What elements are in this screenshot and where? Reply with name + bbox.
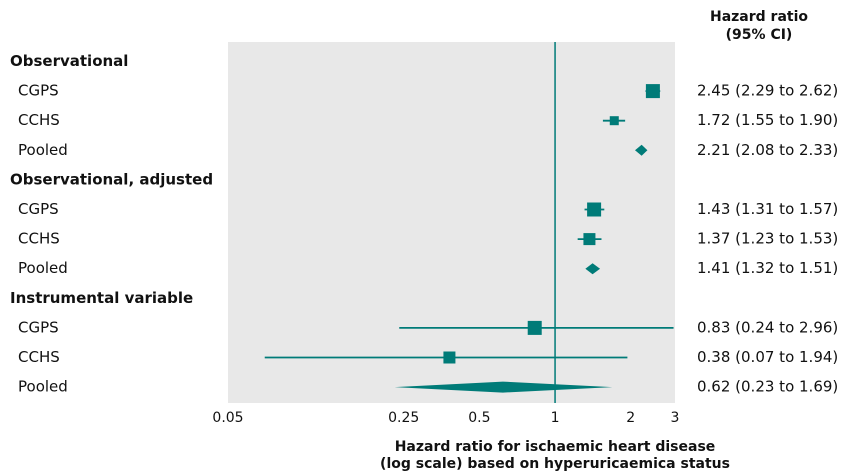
hazard-ratio-text: 1.43 (1.31 to 1.57) (697, 200, 838, 218)
estimate-square (527, 320, 542, 335)
row-label: Pooled (18, 378, 68, 396)
group-label: Observational (10, 52, 128, 70)
group-label: Instrumental variable (10, 289, 193, 307)
hazard-ratio-text: 0.38 (0.07 to 1.94) (697, 348, 838, 366)
row-label: CGPS (18, 318, 59, 336)
hazard-ratio-text: 2.45 (2.29 to 2.62) (697, 82, 838, 100)
row-label: CGPS (18, 200, 59, 218)
estimate-square (609, 116, 619, 126)
column-title-line: Hazard ratio (710, 9, 808, 25)
row-label: CCHS (18, 348, 60, 366)
hazard-ratio-text: 1.41 (1.32 to 1.51) (697, 259, 838, 277)
hazard-ratio-text: 1.37 (1.23 to 1.53) (697, 230, 838, 248)
x-tick-label: 0.05 (212, 410, 243, 426)
x-axis-title-line: Hazard ratio for ischaemic heart disease (395, 439, 716, 455)
estimate-square (443, 351, 456, 364)
row-label: CGPS (18, 82, 59, 100)
column-title-line: (95% CI) (726, 27, 793, 43)
x-tick-label: 0.5 (468, 410, 490, 426)
estimate-square (583, 233, 596, 246)
pooled-diamond (585, 263, 601, 275)
hazard-ratio-text: 2.21 (2.08 to 2.33) (697, 141, 838, 159)
plot-panel (228, 42, 675, 403)
x-tick-label: 2 (626, 410, 635, 426)
hazard-ratio-text: 0.83 (0.24 to 2.96) (697, 318, 838, 336)
row-label: CCHS (18, 111, 60, 129)
row-label: Pooled (18, 259, 68, 277)
pooled-diamond (635, 144, 648, 156)
x-tick-label: 3 (671, 410, 680, 426)
hazard-ratio-text: 0.62 (0.23 to 1.69) (697, 378, 838, 396)
x-tick-label: 0.25 (388, 410, 419, 426)
row-label: CCHS (18, 230, 60, 248)
pooled-diamond (394, 381, 613, 393)
x-tick-label: 1 (551, 410, 560, 426)
row-label: Pooled (18, 141, 68, 159)
estimate-square (587, 202, 602, 217)
x-axis-title-line: (log scale) based on hyperuricaemica sta… (380, 456, 730, 472)
group-label: Observational, adjusted (10, 170, 213, 188)
hazard-ratio-text: 1.72 (1.55 to 1.90) (697, 111, 838, 129)
estimate-square (645, 84, 660, 99)
